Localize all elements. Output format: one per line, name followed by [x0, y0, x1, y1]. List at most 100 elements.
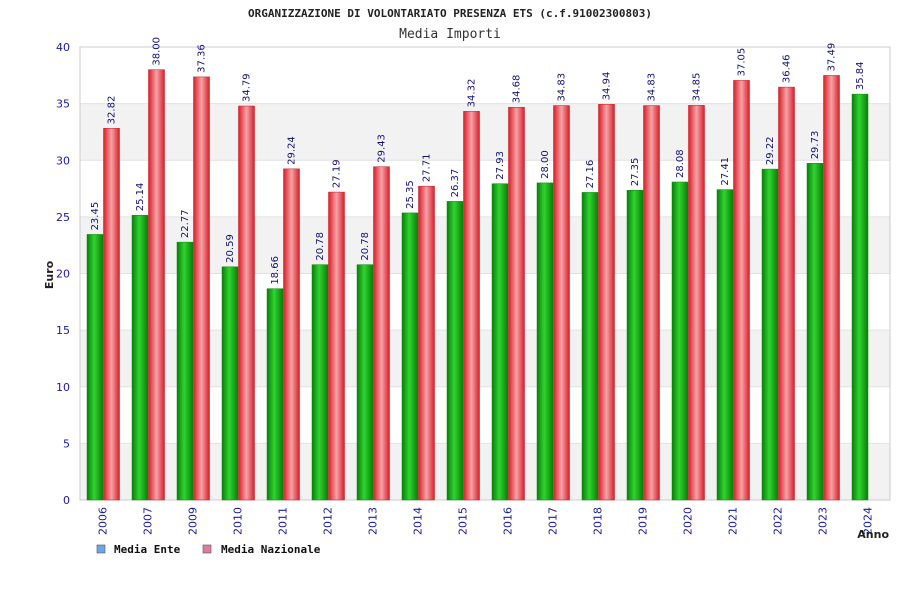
- bar-media-nazionale: [778, 86, 795, 501]
- bar-media-nazionale: [193, 76, 210, 501]
- legend-swatch-media-ente: [96, 544, 106, 554]
- data-label: 27.16: [585, 160, 596, 189]
- bar-media-ente: [671, 181, 689, 501]
- bar-media-nazionale: [418, 185, 435, 501]
- data-label: 27.71: [422, 154, 433, 183]
- bar-media-nazionale: [688, 105, 705, 501]
- grid-band: [80, 160, 890, 217]
- chart-subtitle: Media Importi: [399, 27, 501, 42]
- y-tick-label: 10: [56, 381, 70, 394]
- data-label: 27.35: [630, 158, 641, 187]
- data-label: 34.83: [557, 73, 568, 102]
- bar-media-nazionale: [508, 106, 525, 501]
- data-label: 23.45: [90, 202, 101, 231]
- plot-frame: [79, 46, 891, 501]
- bar-media-ente: [806, 163, 824, 501]
- x-tick-label: 2020: [682, 507, 695, 535]
- x-tick-label: 2013: [367, 507, 380, 535]
- bar-media-nazionale: [643, 105, 660, 501]
- data-label: 28.08: [675, 149, 686, 178]
- bar-media-nazionale: [463, 111, 480, 501]
- x-tick-label: 2014: [412, 507, 425, 535]
- x-tick-label: 2022: [772, 507, 785, 535]
- data-label: 34.79: [242, 73, 253, 102]
- x-tick-label: 2024: [862, 507, 875, 535]
- data-label: 22.77: [180, 209, 191, 238]
- bar-media-ente: [581, 192, 599, 501]
- x-tick-label: 2023: [817, 507, 830, 535]
- data-label: 20.78: [315, 232, 326, 261]
- x-tick-label: 2011: [277, 507, 290, 535]
- bar-media-ente: [401, 212, 419, 501]
- y-tick-label: 20: [56, 268, 70, 281]
- y-tick-label: 5: [63, 437, 70, 450]
- data-label: 35.84: [855, 61, 866, 90]
- data-label: 20.78: [360, 232, 371, 261]
- x-axis-ticks: 2006 2007 2009 2010 2011 2012 2013 2014 2015 2016…: [97, 507, 875, 535]
- data-label: 27.19: [332, 159, 343, 188]
- grid-band: [80, 386, 890, 444]
- data-labels: 23.45 32.82 25.14 38.00 22.77 37.36 20.59 34.79…: [90, 37, 866, 285]
- grid-band: [80, 216, 890, 274]
- data-label: 25.35: [405, 180, 416, 209]
- y-axis-ticks: 0 5 10 15 20 25 30 35 40: [56, 41, 70, 507]
- x-tick-label: 2018: [592, 507, 605, 535]
- x-tick-label: 2021: [727, 507, 740, 535]
- bar-media-nazionale: [733, 80, 750, 501]
- data-label: 34.32: [467, 79, 478, 108]
- data-label: 34.94: [602, 72, 613, 101]
- grid-band: [80, 103, 890, 161]
- grid-band: [80, 273, 890, 331]
- x-tick-label: 2015: [457, 507, 470, 535]
- y-tick-label: 0: [63, 494, 70, 507]
- x-tick-label: 2009: [187, 507, 200, 535]
- data-label: 29.73: [810, 131, 821, 160]
- legend-label-media-nazionale: Media Nazionale: [221, 543, 321, 556]
- data-label: 34.83: [647, 73, 658, 102]
- bar-media-nazionale: [238, 105, 255, 501]
- bar-media-nazionale: [553, 105, 570, 501]
- data-label: 25.14: [135, 183, 146, 212]
- data-label: 29.43: [377, 134, 388, 163]
- bar-media-nazionale: [598, 104, 615, 501]
- bar-media-ente: [761, 168, 779, 501]
- bar-media-ente: [626, 190, 644, 501]
- grid-band: [80, 330, 890, 387]
- x-tick-label: 2017: [547, 507, 560, 535]
- data-label: 37.05: [737, 48, 748, 77]
- y-tick-label: 35: [56, 98, 70, 111]
- bar-media-ente: [176, 241, 194, 501]
- bar-media-nazionale: [148, 69, 165, 501]
- bar-media-ente: [131, 215, 149, 501]
- y-tick-label: 30: [56, 154, 70, 167]
- y-axis-label: Euro: [43, 260, 56, 289]
- data-label: 26.37: [450, 169, 461, 198]
- bar-media-ente: [536, 182, 554, 501]
- data-label: 37.49: [827, 43, 838, 72]
- bars: [86, 69, 869, 501]
- data-label: 34.85: [692, 73, 703, 102]
- y-tick-label: 25: [56, 211, 70, 224]
- legend: Media Ente Media Nazionale: [96, 543, 321, 556]
- x-tick-label: 2010: [232, 507, 245, 535]
- bar-media-ente: [266, 288, 284, 501]
- data-label: 29.22: [765, 136, 776, 165]
- data-label: 27.41: [720, 157, 731, 186]
- bar-media-ente: [221, 266, 239, 501]
- x-axis-label: Anno: [857, 528, 889, 541]
- bar-media-ente: [356, 264, 374, 501]
- legend-label-media-ente: Media Ente: [114, 543, 181, 556]
- bar-media-nazionale: [373, 166, 390, 501]
- x-tick-label: 2019: [637, 507, 650, 535]
- bar-media-ente: [716, 189, 734, 501]
- data-label: 27.93: [495, 151, 506, 180]
- bar-media-ente: [446, 201, 464, 501]
- data-label: 36.46: [782, 54, 793, 83]
- x-tick-label: 2016: [502, 507, 515, 535]
- grid-band: [80, 47, 890, 104]
- chart-title: ORGANIZZAZIONE DI VOLONTARIATO PRESENZA …: [248, 7, 652, 20]
- bar-media-ente: [491, 183, 509, 501]
- data-label: 38.00: [152, 37, 163, 66]
- x-tick-label: 2012: [322, 507, 335, 535]
